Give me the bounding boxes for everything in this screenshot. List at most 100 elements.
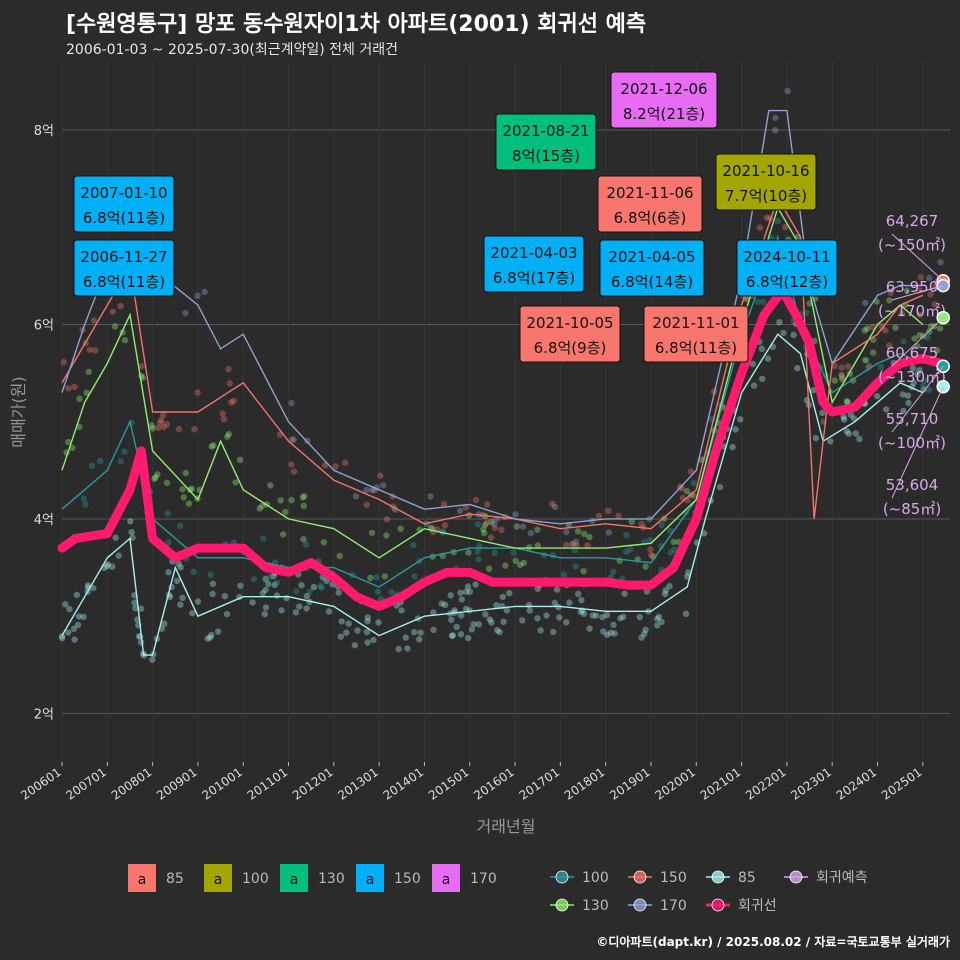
transaction-point [481,529,488,537]
transaction-point [189,610,196,617]
transaction-point [831,362,838,369]
transaction-point [404,645,411,652]
transaction-point [623,531,630,539]
forecast-area: (~85㎡) [883,500,941,518]
transaction-point [278,607,285,614]
y-tick-label: 8억 [34,124,54,139]
transaction-point [578,596,585,604]
transaction-point [475,621,483,628]
transaction-point [448,616,455,624]
transaction-point [66,605,73,613]
transaction-point [667,549,674,556]
label-box-bg [483,235,585,293]
transaction-point [373,574,380,581]
transaction-point [756,224,764,231]
transaction-point [277,497,284,504]
transaction-point [82,501,89,508]
label-box-2021-12-06: 2021-12-06 8.2억(21층) [610,71,718,129]
legend-label-130: 130 [318,871,345,887]
transaction-point [194,598,202,605]
transaction-point [453,623,460,631]
transaction-point [716,483,724,491]
transaction-point [138,605,145,612]
transaction-point [226,380,233,387]
transaction-point [480,526,487,533]
transaction-point [88,462,96,469]
transaction-point [60,358,67,366]
transaction-point [292,609,300,616]
transaction-point [262,604,270,611]
transaction-point [214,628,222,635]
x-tick-label: 201301 [335,765,381,803]
transaction-point [219,410,226,417]
transaction-point [620,613,627,620]
transaction-point [506,590,513,597]
transaction-point [577,608,584,615]
transaction-point [937,259,944,266]
legend-label-회귀예측: 회귀예측 [816,870,868,886]
y-tick-label: 2억 [34,707,54,722]
transaction-point [194,389,201,396]
transaction-point [772,114,779,122]
forecast-leader [891,386,944,499]
transaction-point [898,310,906,317]
transaction-point [325,608,333,615]
transaction-point [483,519,490,527]
transaction-point [831,377,838,384]
transaction-point [911,335,918,342]
transaction-point [249,599,256,606]
transaction-point [273,592,281,599]
transaction-point [654,622,661,629]
transaction-point [666,583,673,590]
transaction-point [383,516,391,523]
x-tick-label: 201201 [290,765,336,803]
label-price: 6.8억(11층) [83,209,165,227]
transaction-point [847,411,855,419]
transaction-point [70,625,78,632]
transaction-point [206,634,214,641]
transaction-point [916,366,923,374]
transaction-point [317,582,324,590]
transaction-point [299,494,306,501]
label-price: 8.2억(21층) [623,105,705,123]
transaction-point [76,395,83,402]
x-tick-label: 201901 [607,765,653,803]
transaction-point [259,502,266,510]
legend-point [711,870,725,884]
transaction-point [163,479,171,487]
x-tick-label: 201101 [245,765,291,803]
transaction-point [128,528,135,536]
transaction-point [737,416,744,423]
transaction-point [931,301,938,308]
transaction-point [482,521,489,528]
transaction-point [457,589,464,596]
transaction-point [933,347,941,354]
legend-point [633,870,647,884]
transaction-point [220,416,228,423]
legend-label-100: 100 [582,870,609,886]
transaction-point [764,355,772,362]
transaction-point [190,568,197,575]
x-tick-label: 201501 [426,765,472,803]
transaction-point [810,387,817,394]
legend-point [789,870,803,884]
transaction-point [225,365,232,373]
transaction-point [551,599,558,607]
transaction-point [627,546,634,553]
transaction-point [381,573,388,580]
transaction-point [468,626,476,633]
transaction-point [572,563,579,570]
legend-label-85: 85 [166,871,184,887]
transaction-point [750,382,758,389]
transaction-point [563,528,570,536]
regression-line [57,286,946,611]
transaction-point [534,542,541,549]
transaction-point [690,480,697,487]
transaction-point [191,426,198,433]
label-box-2021-04-05: 2021-04-05 6.8억(14층) [599,239,705,297]
transaction-point [458,596,465,603]
transaction-point [370,636,377,644]
forecast-leader [891,233,944,282]
legend-swatch-100 [204,864,232,892]
